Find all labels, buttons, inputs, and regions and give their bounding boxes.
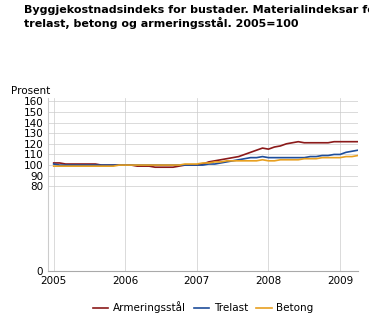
Text: Byggjekostnadsindeks for bustader. Materialindeksar for
trelast, betong og armer: Byggjekostnadsindeks for bustader. Mater… <box>24 5 369 29</box>
Armeringsstål <box>52 161 56 165</box>
Betong <box>52 164 56 168</box>
Armeringsstål <box>278 144 283 148</box>
Armeringsstål <box>81 162 86 166</box>
Armeringsstål <box>302 141 307 145</box>
Armeringsstål <box>153 165 157 169</box>
Trelast <box>302 156 307 160</box>
Trelast <box>63 163 68 167</box>
Line: Trelast: Trelast <box>54 128 369 165</box>
Betong <box>81 164 86 168</box>
Line: Betong: Betong <box>54 143 369 166</box>
Legend: Armeringsstål, Trelast, Betong: Armeringsstål, Trelast, Betong <box>89 298 317 318</box>
Text: Prosent: Prosent <box>11 86 50 96</box>
Betong <box>296 158 300 162</box>
Betong <box>272 159 277 163</box>
Trelast <box>87 163 92 167</box>
Armeringsstål <box>58 161 62 165</box>
Trelast <box>58 163 62 167</box>
Trelast <box>278 156 283 160</box>
Betong <box>58 164 62 168</box>
Trelast <box>52 162 56 166</box>
Line: Armeringsstål: Armeringsstål <box>54 107 369 167</box>
